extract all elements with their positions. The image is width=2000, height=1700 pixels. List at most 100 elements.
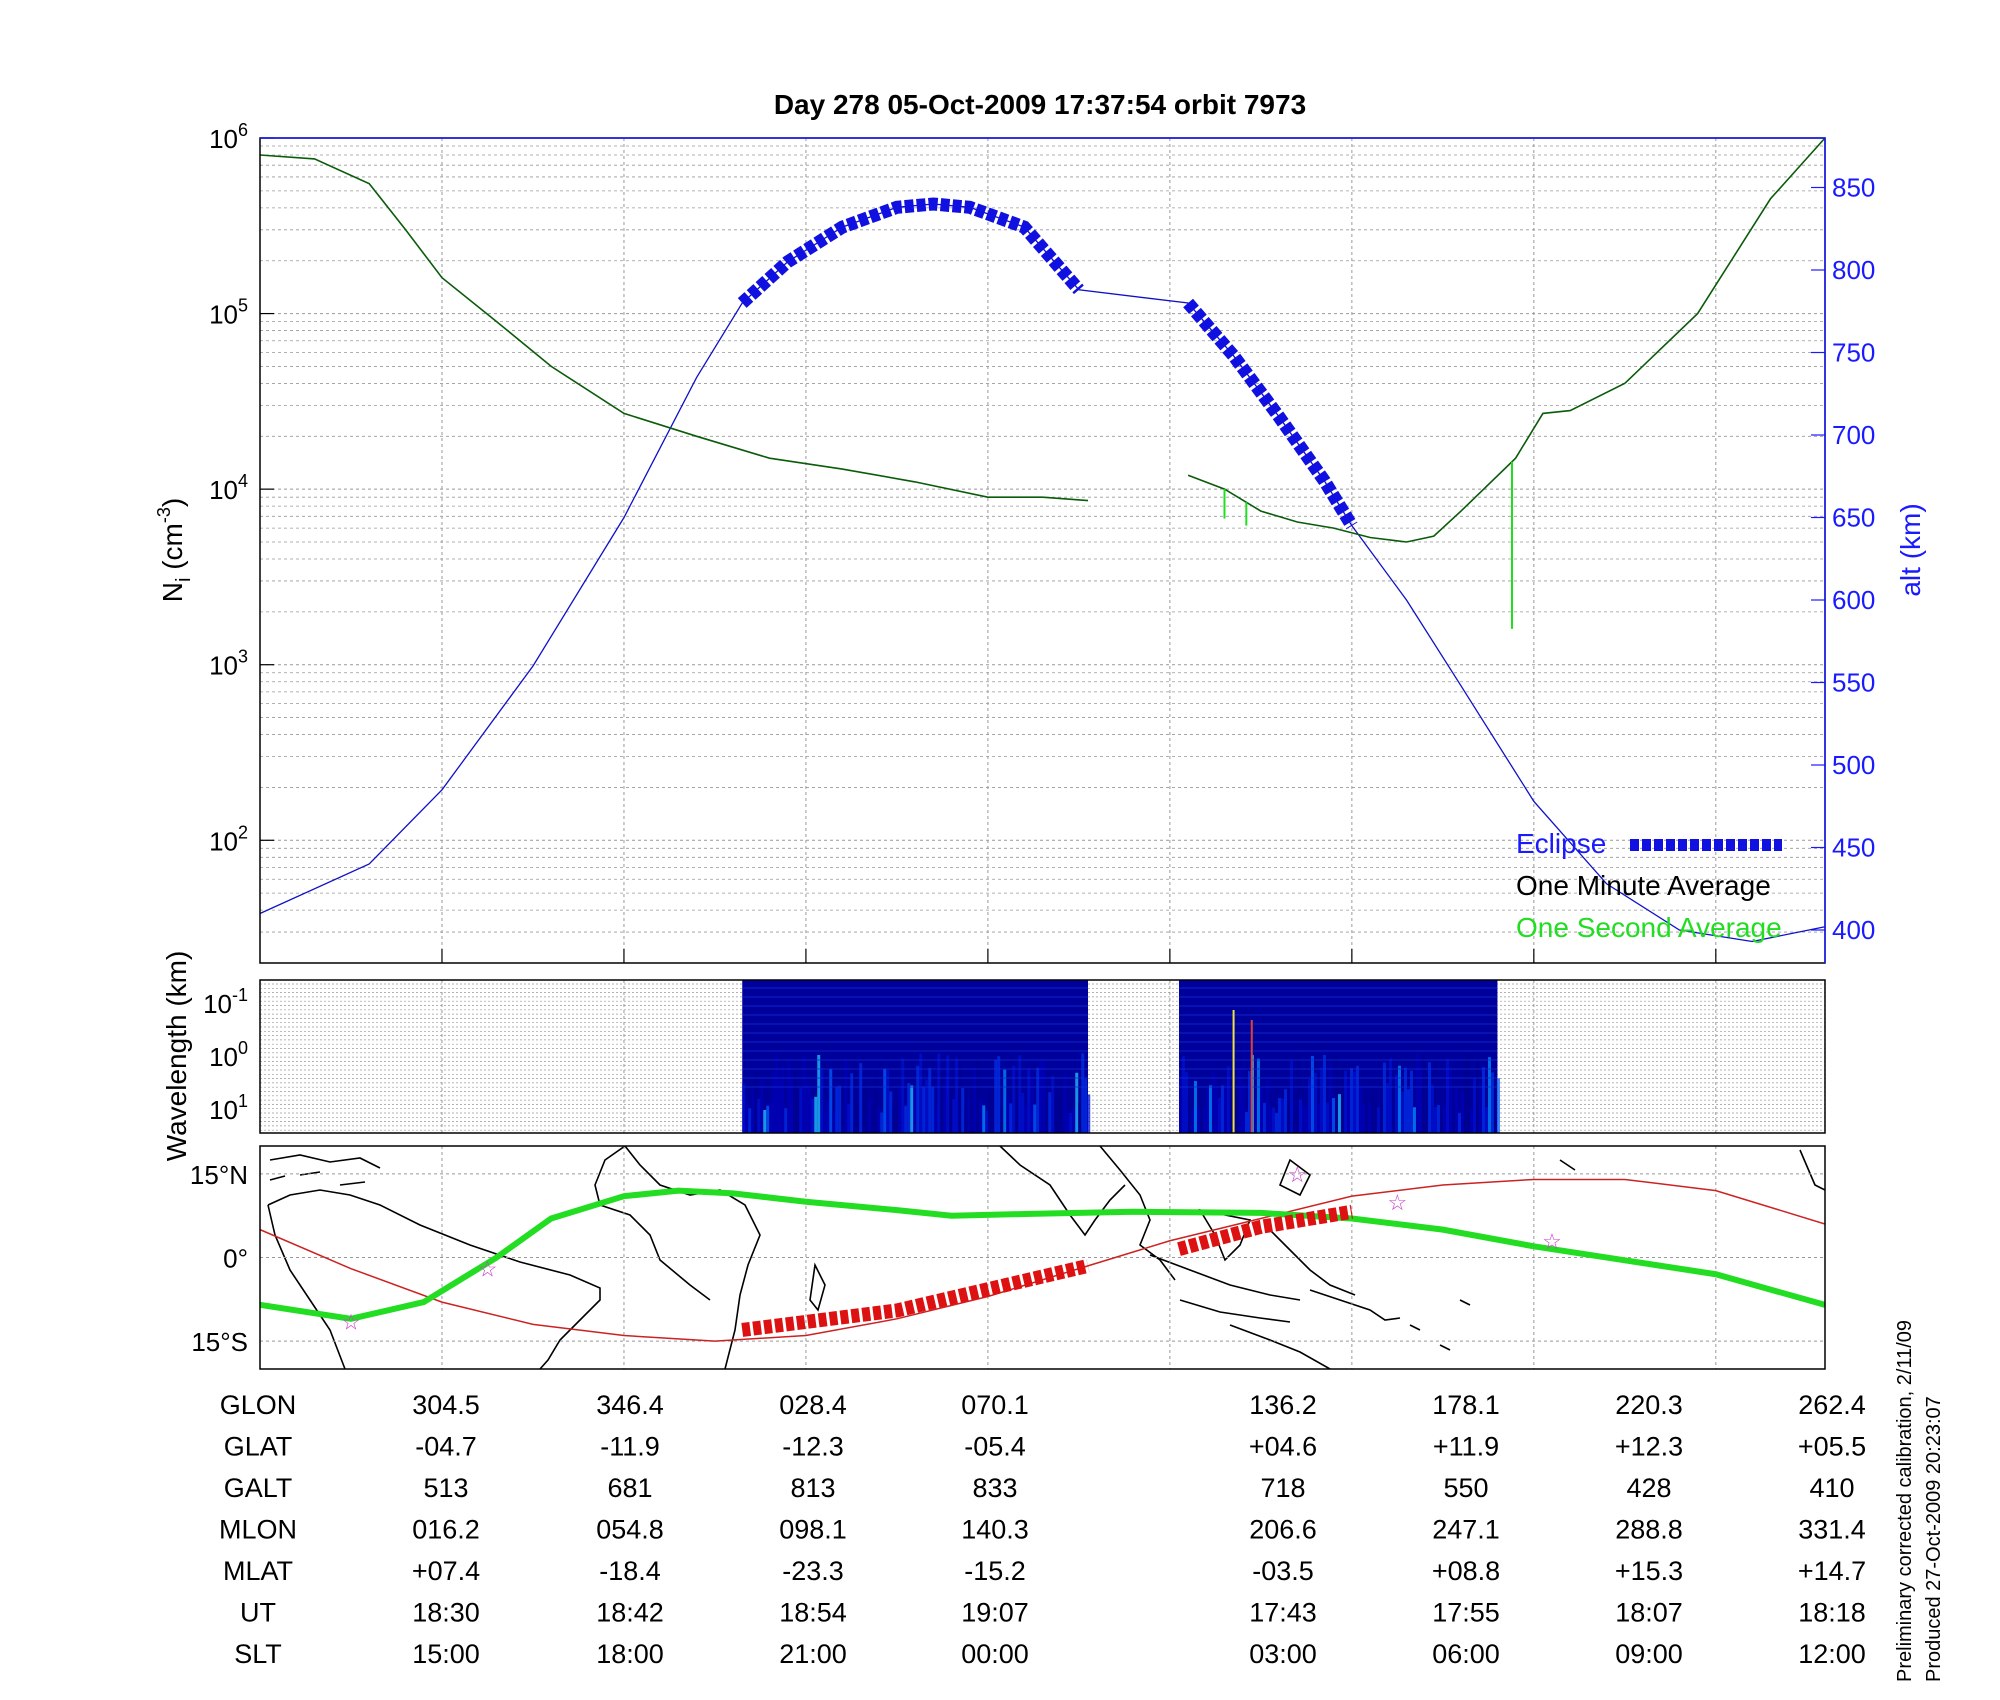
spectrogram-column xyxy=(1078,1102,1082,1133)
spectrogram-column xyxy=(853,1063,857,1133)
spectrogram-column xyxy=(1397,1065,1401,1133)
map-y-tick-labels: 15°N 0° 15°S xyxy=(190,1160,248,1357)
table-cell: 410 xyxy=(1809,1473,1854,1503)
spectrogram-column xyxy=(808,1085,812,1133)
spectrogram-column xyxy=(862,1083,866,1133)
spectrogram-column xyxy=(1072,1107,1076,1133)
spectrogram-column xyxy=(1190,1109,1194,1133)
spectrogram-column xyxy=(763,1109,767,1133)
spectrogram-column xyxy=(1024,1105,1028,1133)
spectrogram-column xyxy=(1358,1084,1362,1133)
spectrogram-column xyxy=(1439,1112,1443,1133)
altitude-y-tick-label: 750 xyxy=(1832,338,1875,368)
table-row-label: MLAT xyxy=(223,1556,293,1586)
spectrogram-column xyxy=(871,1104,875,1133)
spectrogram-y-tick-label: 101 xyxy=(209,1091,248,1125)
minute-average-line-2 xyxy=(1187,137,1826,543)
spectrogram-column xyxy=(850,1073,854,1133)
table-cell: 718 xyxy=(1260,1473,1305,1503)
spectrogram-column xyxy=(1307,1079,1311,1133)
table-cell: 331.4 xyxy=(1798,1515,1866,1545)
spectrogram-column xyxy=(997,1056,1001,1133)
spectrogram-column xyxy=(916,1065,920,1133)
table-cell: +11.9 xyxy=(1433,1432,1499,1462)
table-cell: 288.8 xyxy=(1615,1515,1683,1545)
spectrogram-column xyxy=(787,1059,791,1133)
spectrogram-column xyxy=(1364,1098,1368,1133)
table-cell: -11.9 xyxy=(600,1432,660,1462)
station-star-icon: ☆ xyxy=(1287,1162,1307,1187)
table-cell: 681 xyxy=(607,1473,652,1503)
density-y-tick-label: 105 xyxy=(209,296,248,330)
spectrogram-column xyxy=(1496,1078,1500,1133)
spectrogram-column xyxy=(979,1099,983,1133)
spectrogram-axes-frame xyxy=(259,979,1826,1134)
legend-second-label: One Second Average xyxy=(1516,912,1782,943)
table-cell: -03.5 xyxy=(1252,1556,1314,1586)
spectrogram-column xyxy=(1493,1067,1497,1133)
spectrogram-column xyxy=(1319,1067,1323,1133)
table-cell: 550 xyxy=(1443,1473,1488,1503)
spectrogram-column xyxy=(1427,1062,1431,1133)
spectrogram-y-label: Wavelength (km) xyxy=(161,951,192,1162)
altitude-y-tick-label: 550 xyxy=(1832,668,1875,698)
density-y-label: Ni (cm-3) xyxy=(154,498,195,602)
table-cell: 262.4 xyxy=(1798,1390,1866,1420)
spectrogram-column xyxy=(1081,1053,1085,1133)
table-cell: 03:00 xyxy=(1249,1639,1317,1669)
spectrogram-column xyxy=(1316,1105,1320,1133)
spectrogram-column xyxy=(1346,1079,1350,1133)
spectrogram-column xyxy=(799,1088,803,1133)
table-cell: 833 xyxy=(972,1473,1017,1503)
spectrogram-column xyxy=(1042,1059,1046,1133)
spectrogram-column xyxy=(1391,1084,1395,1133)
spectrogram-column xyxy=(778,1080,782,1133)
spectrogram-column xyxy=(880,1112,884,1133)
magnetic-equator-track xyxy=(260,1187,1825,1322)
station-star-icon: ☆ xyxy=(1542,1229,1562,1254)
spectrogram-column xyxy=(931,1086,935,1133)
table-cell: 18:18 xyxy=(1798,1598,1866,1628)
spectrogram-column xyxy=(1214,1085,1218,1133)
spectrogram-column xyxy=(814,1096,818,1133)
eclipse-segment-1 xyxy=(737,197,1084,308)
spectrogram-column xyxy=(970,1093,974,1133)
table-cell: 813 xyxy=(790,1473,835,1503)
spectrogram-column xyxy=(1457,1112,1461,1133)
spectrogram-column xyxy=(1418,1065,1422,1133)
spectrogram-column xyxy=(1187,1098,1191,1133)
table-cell: 18:07 xyxy=(1615,1598,1683,1628)
altitude-y-tick-label: 650 xyxy=(1832,503,1875,533)
spectrogram-column xyxy=(1271,1107,1275,1133)
altitude-y-tick-label: 450 xyxy=(1832,833,1875,863)
spectrogram-column xyxy=(883,1068,887,1133)
spectrogram-column xyxy=(775,1053,779,1133)
spectrogram-column xyxy=(1202,1106,1206,1133)
spectrogram-column xyxy=(1223,1083,1227,1133)
spectrogram-column xyxy=(874,1075,878,1133)
spectrogram-column xyxy=(943,1081,947,1133)
spectrogram-column xyxy=(988,1092,992,1133)
map-y-tick-label: 15°S xyxy=(191,1327,248,1357)
density-y-tick-label: 106 xyxy=(209,120,248,154)
spectrogram-column xyxy=(1205,1088,1209,1133)
spectrogram-column xyxy=(781,1066,785,1133)
spectrogram-column xyxy=(1045,1098,1049,1133)
spectrogram-column xyxy=(1235,1095,1239,1133)
spectrogram-column xyxy=(1184,1072,1188,1133)
spectrogram-column xyxy=(1376,1107,1380,1133)
spectrogram-column xyxy=(1475,1057,1479,1133)
station-star-icon: ☆ xyxy=(341,1310,361,1335)
spectrogram-column xyxy=(907,1083,911,1133)
spectrogram-panel: 10-1 100 101 Wavelength (km) xyxy=(161,951,1826,1162)
spectrogram-column xyxy=(1478,1082,1482,1133)
orbit-track xyxy=(260,1178,1825,1342)
table-cell: 17:43 xyxy=(1249,1598,1317,1628)
spectrogram-column xyxy=(1436,1104,1440,1133)
table-cell: +12.3 xyxy=(1615,1432,1683,1462)
spectrogram-grid xyxy=(260,980,1825,1133)
spectrogram-column xyxy=(1003,1069,1007,1133)
spectrogram-column xyxy=(949,1089,953,1133)
spectrogram-column xyxy=(1066,1112,1070,1133)
spectrogram-column xyxy=(1334,1056,1338,1133)
